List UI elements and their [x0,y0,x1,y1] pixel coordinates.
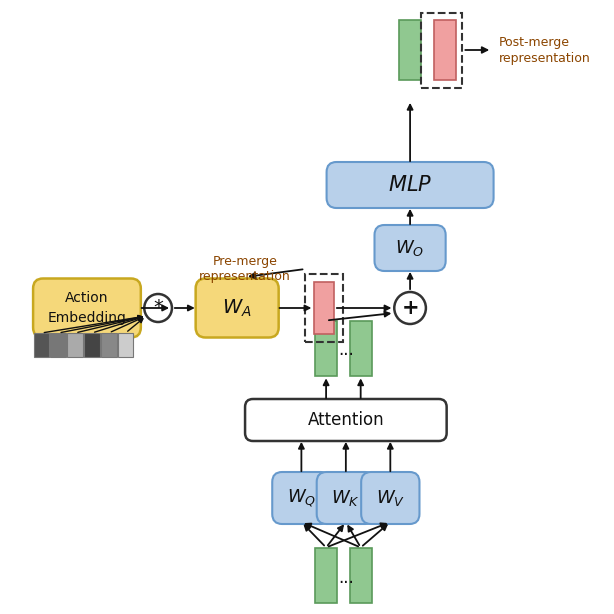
Bar [67,333,83,357]
Bar [434,20,456,80]
Text: Pre-merge: Pre-merge [212,254,278,268]
Bar [101,333,117,357]
Text: Post-merge: Post-merge [499,36,570,49]
Text: ...: ... [338,341,354,359]
Text: $W_V$: $W_V$ [376,488,405,508]
FancyBboxPatch shape [245,399,446,441]
Text: *: * [153,298,163,316]
Text: representation: representation [199,270,291,282]
Text: $W_Q$: $W_Q$ [287,487,316,509]
Text: $W_A$: $W_A$ [222,297,252,319]
FancyBboxPatch shape [327,162,494,208]
Bar [399,20,421,80]
Bar [118,333,133,357]
Text: $MLP$: $MLP$ [388,175,432,195]
Text: representation: representation [499,52,591,64]
Text: $W_K$: $W_K$ [332,488,360,508]
Text: Attention: Attention [308,411,384,429]
FancyBboxPatch shape [33,279,141,338]
Circle shape [394,292,426,324]
FancyBboxPatch shape [196,279,279,338]
Text: $W_O$: $W_O$ [395,238,425,258]
Bar [34,333,49,357]
Bar [315,321,337,376]
FancyBboxPatch shape [375,225,446,271]
FancyBboxPatch shape [317,472,375,524]
Bar [50,333,66,357]
Text: ...: ... [338,569,354,587]
Bar [350,548,371,602]
FancyBboxPatch shape [272,472,330,524]
Bar [84,333,100,357]
Text: +: + [402,298,419,318]
Bar [305,274,343,342]
Bar [315,548,337,602]
Bar [421,12,462,88]
Bar [314,282,334,334]
Text: Action: Action [65,291,109,305]
Bar [350,321,371,376]
FancyBboxPatch shape [361,472,419,524]
Text: Embedding: Embedding [47,311,126,325]
Circle shape [144,294,172,322]
